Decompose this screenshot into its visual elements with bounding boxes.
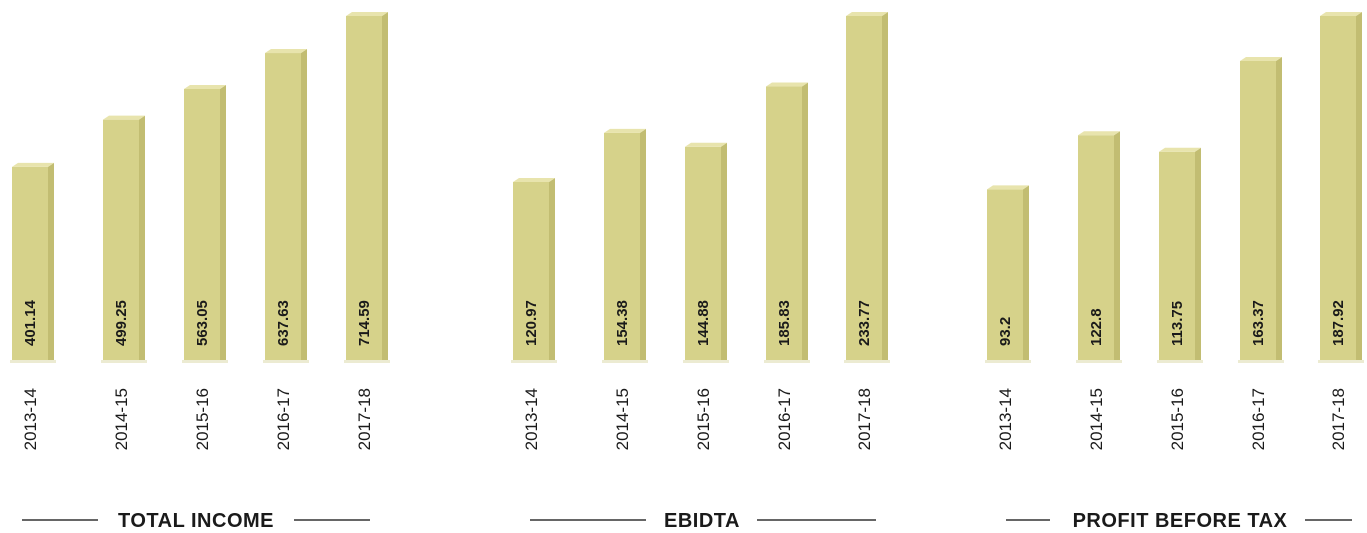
bar-side — [802, 82, 808, 361]
bar-top — [604, 128, 646, 133]
bar-shadow — [985, 360, 1031, 363]
bar-shadow — [10, 360, 56, 363]
bar-top — [1159, 147, 1201, 152]
data-label: 93.2 — [997, 317, 1014, 346]
bar — [346, 16, 382, 360]
chart-title: PROFIT BEFORE TAX — [1073, 510, 1288, 532]
bar-top — [987, 185, 1029, 190]
bar-side — [882, 12, 888, 360]
x-tick-label: 2016-17 — [1249, 388, 1268, 450]
data-label: 144.88 — [695, 300, 712, 346]
chart-title: TOTAL INCOME — [118, 510, 274, 532]
bar-side — [48, 162, 54, 360]
data-label: 563.05 — [194, 300, 211, 346]
bar — [265, 53, 301, 360]
bar — [103, 119, 139, 361]
x-tick-label: 2014-15 — [1087, 388, 1106, 450]
bar-side — [1356, 12, 1362, 360]
bar-side — [549, 177, 555, 360]
bar — [1159, 151, 1195, 360]
bar-top — [1320, 12, 1362, 16]
bar — [604, 132, 640, 360]
data-label: 499.25 — [113, 300, 130, 346]
chart-title: EBIDTA — [664, 510, 740, 532]
chart-panel-3: 93.2 2013-14 122.8 2014-15 113.75 2015-16 163.… — [985, 12, 1364, 532]
bar-top — [346, 12, 388, 16]
bar — [513, 181, 549, 360]
x-tick-label: 2017-18 — [855, 388, 874, 450]
data-label: 714.59 — [356, 300, 373, 346]
x-tick-label: 2013-14 — [996, 388, 1015, 450]
bar-side — [1276, 56, 1282, 360]
x-tick-label: 2015-16 — [1168, 388, 1187, 450]
x-tick-label: 2013-14 — [21, 388, 40, 450]
bar-side — [301, 49, 307, 360]
bar-top — [184, 84, 226, 89]
bar-top — [513, 177, 555, 182]
bar-shadow — [1318, 360, 1364, 363]
bar-side — [382, 12, 388, 360]
data-label: 187.92 — [1330, 300, 1347, 346]
x-tick-label: 2017-18 — [1329, 388, 1348, 450]
bar — [184, 88, 220, 360]
data-label: 163.37 — [1250, 300, 1267, 346]
x-tick-label: 2015-16 — [193, 388, 212, 450]
x-tick-label: 2014-15 — [112, 388, 131, 450]
data-label: 233.77 — [856, 300, 873, 346]
x-tick-label: 2016-17 — [274, 388, 293, 450]
bar — [12, 166, 48, 360]
bar-shadow — [602, 360, 648, 363]
bar — [1320, 16, 1356, 360]
chart-panel-2: 120.97 2013-14 154.38 2014-15 144.88 2015-16 1… — [511, 12, 890, 532]
bar — [1240, 60, 1276, 360]
bar-top — [846, 12, 888, 16]
bar-side — [1114, 131, 1120, 360]
bar — [987, 189, 1023, 360]
data-label: 637.63 — [275, 300, 292, 346]
bar-shadow — [182, 360, 228, 363]
bar-shadow — [844, 360, 890, 363]
data-label: 401.14 — [22, 299, 39, 346]
bar-top — [1240, 56, 1282, 61]
bar-shadow — [263, 360, 309, 363]
bar-side — [721, 142, 727, 360]
bar-shadow — [344, 360, 390, 363]
bar-side — [1023, 185, 1029, 360]
data-label: 122.8 — [1088, 308, 1105, 346]
chart-panel-1: 401.14 2013-14 499.25 2014-15 563.05 2015-16 6… — [10, 12, 390, 532]
bar-shadow — [101, 360, 147, 363]
bar-top — [766, 82, 808, 87]
bar-shadow — [1238, 360, 1284, 363]
x-tick-label: 2013-14 — [522, 388, 541, 450]
bar — [766, 86, 802, 361]
bar-shadow — [764, 360, 810, 363]
bar-shadow — [511, 360, 557, 363]
data-label: 154.38 — [614, 300, 631, 346]
x-tick-label: 2015-16 — [694, 388, 713, 450]
data-label: 185.83 — [776, 300, 793, 346]
bar-shadow — [683, 360, 729, 363]
x-tick-label: 2016-17 — [775, 388, 794, 450]
bar-top — [12, 162, 54, 167]
bar — [1078, 135, 1114, 360]
x-tick-label: 2017-18 — [355, 388, 374, 450]
data-label: 120.97 — [523, 300, 540, 346]
data-label: 113.75 — [1169, 301, 1186, 346]
bar-top — [685, 142, 727, 147]
bar-top — [265, 49, 307, 54]
bar-top — [103, 115, 145, 120]
bar — [846, 16, 882, 360]
bar-top — [1078, 131, 1120, 136]
bar-side — [1195, 147, 1201, 360]
bar-side — [220, 84, 226, 360]
bar — [685, 146, 721, 360]
bar-side — [139, 115, 145, 361]
bar-side — [640, 128, 646, 360]
x-tick-label: 2014-15 — [613, 388, 632, 450]
bar-shadow — [1076, 360, 1122, 363]
bar-shadow — [1157, 360, 1203, 363]
